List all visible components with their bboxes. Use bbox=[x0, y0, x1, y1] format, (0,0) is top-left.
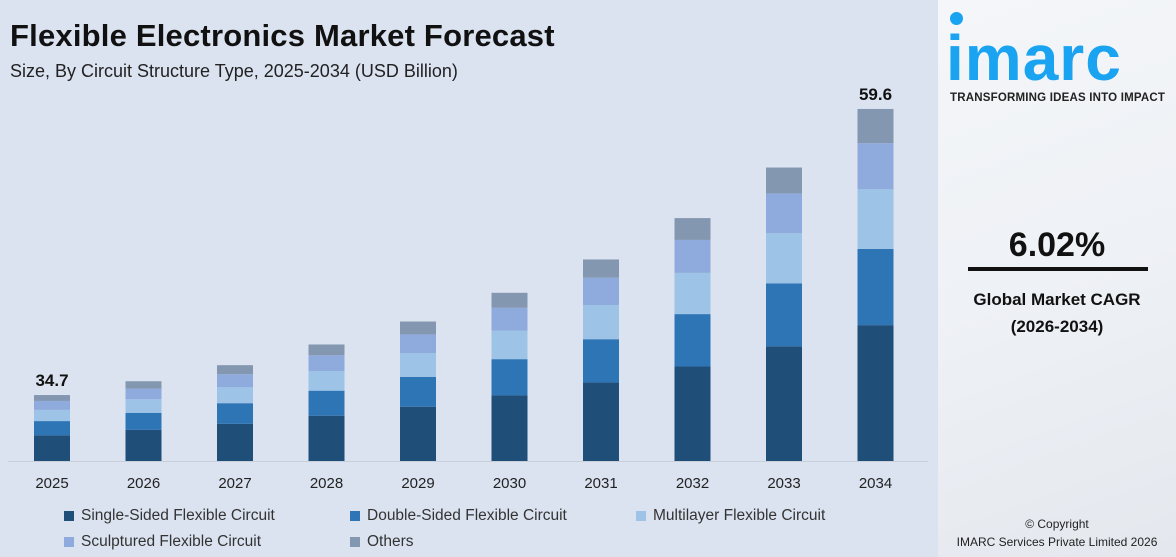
bar-segment bbox=[34, 395, 70, 401]
copyright-symbol: © Copyright bbox=[1025, 517, 1089, 531]
cagr-period: (2026-2034) bbox=[1010, 317, 1104, 336]
data-label: 34.7 bbox=[35, 371, 68, 390]
legend-label: Others bbox=[367, 533, 414, 550]
bar-segment bbox=[491, 395, 528, 461]
bar-segment bbox=[857, 248, 894, 326]
chart-title: Flexible Electronics Market Forecast bbox=[10, 18, 555, 53]
bar-segment bbox=[400, 321, 436, 335]
bar-segment bbox=[125, 412, 162, 430]
bar-segment bbox=[34, 421, 70, 436]
legend-swatch bbox=[636, 511, 646, 521]
bar-segment bbox=[674, 366, 711, 461]
bar-segment bbox=[491, 359, 528, 396]
bar-segment bbox=[308, 344, 345, 356]
bar-segment bbox=[34, 409, 70, 422]
bar-segment bbox=[34, 400, 70, 410]
bar-segment bbox=[217, 403, 253, 424]
logo-tagline: TRANSFORMING IDEAS INTO IMPACT bbox=[950, 92, 1166, 104]
bar-segment bbox=[491, 307, 528, 331]
legend-item: Single-Sided Flexible Circuit bbox=[64, 507, 275, 525]
bar-segment bbox=[857, 108, 894, 144]
bar-segment bbox=[400, 406, 436, 461]
bar-segment bbox=[125, 388, 162, 400]
cagr-label: Global Market CAGR (2026-2034) bbox=[938, 286, 1176, 340]
side-panel: imarc TRANSFORMING IDEAS INTO IMPACT 6.0… bbox=[938, 0, 1176, 557]
copyright-company: IMARC Services Private Limited 2026 bbox=[956, 535, 1158, 549]
imarc-logo: imarc bbox=[946, 22, 1122, 94]
x-tick-label: 2025 bbox=[35, 475, 68, 492]
bar-segment bbox=[766, 193, 802, 234]
bar-segment bbox=[308, 390, 345, 416]
legend-label: Multilayer Flexible Circuit bbox=[653, 507, 826, 524]
legend-label: Sculptured Flexible Circuit bbox=[81, 533, 262, 550]
bar-segment bbox=[583, 277, 619, 305]
bar-segment bbox=[674, 314, 711, 367]
legend-item: Others bbox=[350, 533, 414, 551]
bar-segment bbox=[766, 283, 802, 347]
legend-item: Sculptured Flexible Circuit bbox=[64, 533, 261, 551]
bar-segment bbox=[308, 371, 345, 391]
legend-label: Single-Sided Flexible Circuit bbox=[81, 507, 275, 524]
bar-segment bbox=[125, 381, 162, 389]
x-tick-label: 2033 bbox=[767, 475, 800, 492]
legend-swatch bbox=[350, 511, 360, 521]
bar-segment bbox=[857, 189, 894, 249]
bar-segment bbox=[34, 435, 70, 461]
legend-item: Double-Sided Flexible Circuit bbox=[350, 507, 567, 525]
legend-swatch bbox=[64, 537, 74, 547]
bar-segment bbox=[217, 365, 253, 375]
bar-segment bbox=[674, 218, 711, 240]
bar-segment bbox=[766, 167, 802, 194]
bar-segment bbox=[308, 355, 345, 372]
bar-segment bbox=[217, 387, 253, 404]
x-tick-label: 2029 bbox=[401, 475, 434, 492]
bar-segment bbox=[400, 353, 436, 377]
x-tick-label: 2027 bbox=[218, 475, 251, 492]
bar-segment bbox=[674, 239, 711, 273]
legend-swatch bbox=[350, 537, 360, 547]
x-tick-label: 2028 bbox=[310, 475, 343, 492]
bar-segment bbox=[491, 292, 528, 308]
bar-segment bbox=[491, 330, 528, 360]
legend-swatch bbox=[64, 511, 74, 521]
bar-segment bbox=[400, 376, 436, 407]
bar-segment bbox=[217, 423, 253, 461]
copyright: © Copyright IMARC Services Private Limit… bbox=[938, 515, 1176, 551]
cagr-value: 6.02% bbox=[1008, 226, 1106, 264]
x-tick-label: 2034 bbox=[859, 475, 892, 492]
bar-segment bbox=[583, 382, 619, 461]
bar-segment bbox=[674, 272, 711, 315]
x-tick-label: 2031 bbox=[584, 475, 617, 492]
cagr-label-text: Global Market CAGR bbox=[973, 290, 1141, 309]
legend-item: Multilayer Flexible Circuit bbox=[636, 507, 825, 525]
legend-label: Double-Sided Flexible Circuit bbox=[367, 507, 567, 524]
bar-segment bbox=[125, 399, 162, 413]
data-label: 59.6 bbox=[859, 85, 892, 104]
x-tick-label: 2032 bbox=[676, 475, 709, 492]
bar-segment bbox=[766, 346, 802, 461]
x-tick-label: 2030 bbox=[493, 475, 526, 492]
bar-segment bbox=[125, 429, 162, 461]
cagr-divider bbox=[968, 267, 1148, 271]
bar-segment bbox=[583, 339, 619, 383]
x-tick-label: 2026 bbox=[127, 475, 160, 492]
bar-segment bbox=[308, 415, 345, 461]
bar-segment bbox=[400, 334, 436, 354]
logo-dot bbox=[950, 12, 963, 25]
bar-segment bbox=[583, 259, 619, 278]
chart-subtitle: Size, By Circuit Structure Type, 2025-20… bbox=[10, 61, 458, 81]
bar-segment bbox=[766, 233, 802, 284]
bar-segment bbox=[857, 325, 894, 461]
bar-segment bbox=[857, 143, 894, 190]
bar-segment bbox=[217, 374, 253, 388]
bar-segment bbox=[583, 304, 619, 340]
stacked-bar-chart: 2025 34.7 2026 2027 2028 2029 2030 2031 2032 2033… bbox=[8, 85, 928, 492]
